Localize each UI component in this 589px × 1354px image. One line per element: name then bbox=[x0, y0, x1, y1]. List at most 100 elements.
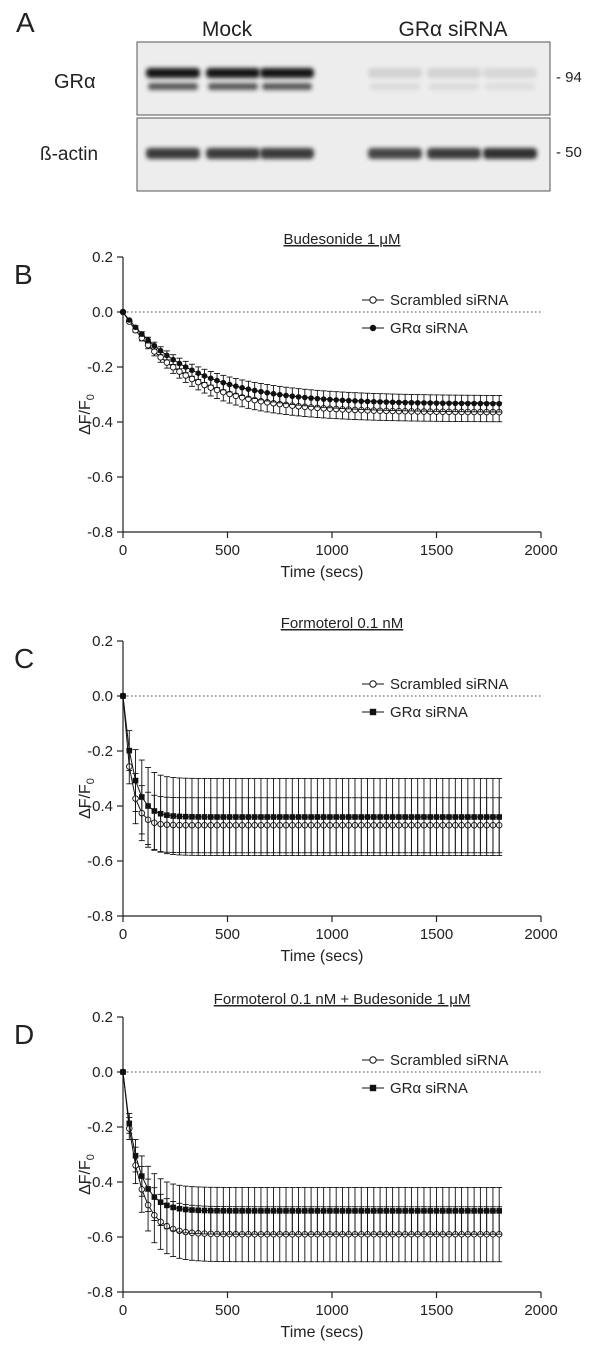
data-point bbox=[302, 814, 308, 820]
data-point bbox=[126, 317, 133, 323]
y-tick-label: -0.4 bbox=[87, 798, 113, 815]
y-tick-label: 0.0 bbox=[92, 1064, 113, 1081]
data-point bbox=[314, 814, 321, 820]
data-point bbox=[446, 400, 452, 407]
data-point bbox=[176, 813, 183, 820]
chart-budesonide: B Budesonide 1 μM 0.2 0.0 -0.2 -0.4 -0.6 -0.8 0… bbox=[14, 231, 558, 581]
panel-a-letter: A bbox=[16, 7, 35, 38]
x-tick-label: 1000 bbox=[315, 1302, 348, 1319]
data-point bbox=[377, 1208, 383, 1214]
data-point bbox=[251, 1208, 258, 1214]
y-tick-label: -0.6 bbox=[87, 469, 113, 486]
x-axis-label: Time (secs) bbox=[281, 948, 364, 965]
data-point bbox=[477, 814, 484, 820]
data-point bbox=[371, 398, 377, 405]
legend-label: GRα siRNA bbox=[390, 1080, 468, 1097]
data-point bbox=[396, 399, 402, 406]
data-point bbox=[264, 814, 271, 820]
data-point bbox=[302, 394, 308, 401]
data-point bbox=[477, 400, 484, 407]
data-point bbox=[214, 377, 220, 384]
data-point bbox=[201, 381, 208, 389]
data-point bbox=[207, 384, 215, 391]
data-point bbox=[276, 814, 283, 820]
data-point bbox=[377, 399, 383, 405]
data-point bbox=[195, 1207, 202, 1214]
data-point bbox=[308, 814, 314, 820]
data-point bbox=[383, 814, 390, 820]
chart-title: Formoterol 0.1 nM + Budesonide 1 μM bbox=[214, 991, 471, 1008]
data-point bbox=[333, 397, 339, 403]
data-point bbox=[302, 1208, 308, 1214]
data-point bbox=[239, 814, 245, 820]
data-point bbox=[120, 1069, 126, 1075]
data-point bbox=[358, 1208, 365, 1214]
data-point bbox=[157, 810, 164, 817]
data-point bbox=[352, 398, 358, 404]
data-point bbox=[408, 1208, 415, 1214]
data-point bbox=[358, 814, 365, 820]
data-point bbox=[164, 812, 170, 818]
y-axis-label: ΔF/F0 bbox=[77, 394, 97, 435]
data-point bbox=[496, 400, 503, 407]
data-point bbox=[327, 1208, 333, 1214]
data-point bbox=[145, 1186, 151, 1192]
blot-marker-94: - 94 bbox=[556, 69, 582, 86]
y-axis-label: ΔF/F0 bbox=[77, 1154, 97, 1195]
data-point bbox=[421, 814, 427, 820]
panel-letter: C bbox=[14, 643, 34, 674]
data-point bbox=[433, 400, 440, 406]
blot-marker-50: - 50 bbox=[556, 144, 582, 161]
chart-title: Budesonide 1 μM bbox=[283, 231, 400, 248]
legend: Scrambled siRNA GRα siRNA bbox=[362, 1052, 508, 1097]
x-tick-label: 0 bbox=[119, 1302, 127, 1319]
band-actin bbox=[260, 148, 314, 159]
data-point bbox=[471, 1208, 477, 1214]
data-point bbox=[427, 814, 434, 820]
blot-actin-frame bbox=[136, 117, 551, 192]
data-point bbox=[339, 814, 346, 820]
y-tick-label: 0.2 bbox=[92, 1009, 113, 1026]
data-point bbox=[283, 1208, 289, 1214]
data-point bbox=[170, 356, 176, 363]
legend-label: GRα siRNA bbox=[390, 704, 468, 721]
legend-label: GRα siRNA bbox=[390, 320, 468, 337]
data-point bbox=[433, 814, 440, 820]
data-point bbox=[239, 1208, 245, 1214]
band-gra-upper bbox=[260, 68, 314, 78]
data-point bbox=[289, 393, 296, 400]
series-gra bbox=[120, 309, 503, 413]
legend-marker bbox=[369, 296, 377, 304]
data-point bbox=[157, 347, 164, 354]
data-point bbox=[226, 381, 233, 388]
plot-area bbox=[119, 308, 503, 423]
chart-formoterol: C Formoterol 0.1 nM 0.2 0.0 -0.2 -0.4 -0.6 -0.… bbox=[14, 615, 558, 965]
band-gra-upper bbox=[206, 68, 260, 78]
data-point bbox=[164, 352, 170, 359]
legend-marker bbox=[369, 1084, 377, 1092]
data-point bbox=[465, 1208, 471, 1214]
data-point bbox=[345, 814, 352, 820]
data-point bbox=[245, 814, 252, 820]
data-point bbox=[182, 1206, 189, 1213]
data-point bbox=[396, 814, 402, 820]
band-actin bbox=[146, 148, 200, 159]
data-point bbox=[157, 354, 164, 361]
data-point bbox=[371, 1208, 377, 1214]
data-point bbox=[151, 342, 158, 349]
data-point bbox=[320, 1208, 327, 1214]
data-point bbox=[364, 1208, 371, 1214]
data-point bbox=[220, 814, 227, 820]
data-point bbox=[201, 1207, 208, 1214]
data-point bbox=[483, 1208, 490, 1214]
data-point bbox=[126, 747, 133, 754]
data-point bbox=[458, 1208, 465, 1214]
data-point bbox=[439, 1208, 446, 1214]
panel-a-svg: A Mock GRα siRNA GRα - 94 ß-actin - 50 bbox=[16, 7, 582, 192]
data-point bbox=[176, 360, 183, 367]
legend-marker bbox=[369, 708, 377, 716]
data-point bbox=[364, 398, 371, 405]
data-point bbox=[339, 1208, 346, 1214]
data-point bbox=[182, 372, 189, 379]
y-tick-label: -0.6 bbox=[87, 1229, 113, 1246]
